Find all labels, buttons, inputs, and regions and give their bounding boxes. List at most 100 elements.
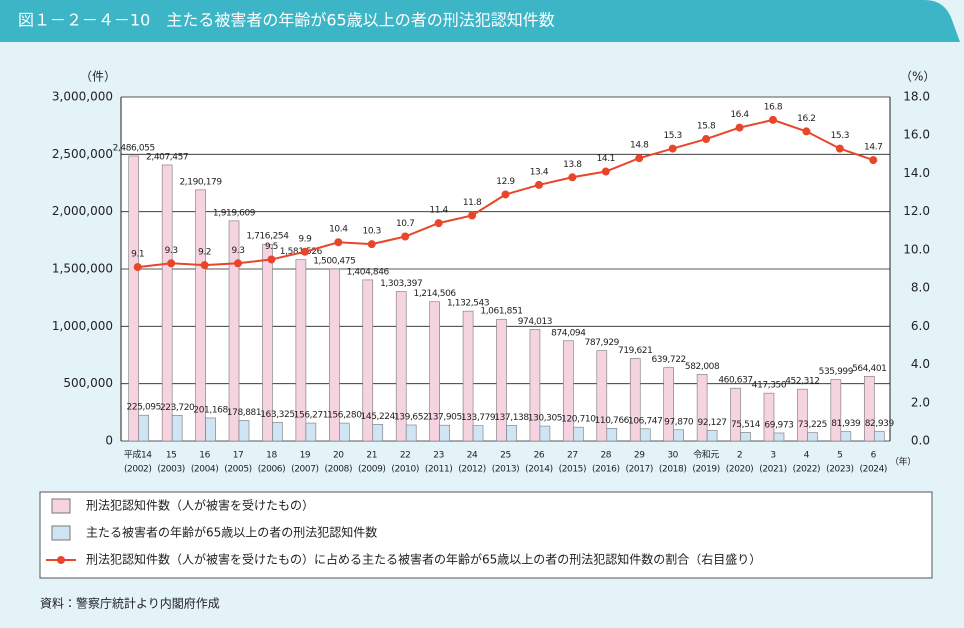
line-value-label: 9.5: [265, 242, 278, 252]
bar-value-label: 139,652: [394, 412, 428, 422]
bar-value-label: 225,095: [127, 403, 161, 413]
y2-unit: （%）: [900, 70, 935, 84]
bar-value-label: 2,486,055: [113, 143, 155, 153]
line-value-label: 9.2: [198, 248, 211, 258]
line-value-label: 13.4: [530, 167, 549, 177]
bar: [395, 291, 407, 442]
bar-value-label: 223,720: [160, 403, 195, 413]
bar: [639, 428, 651, 442]
x-tick-year: (2022): [793, 465, 821, 475]
legend-label: 刑法犯認知件数（人が被害を受けたもの）に占める主たる被害者の年齢が65歳以上の者…: [86, 552, 761, 567]
line-value-label: 10.7: [396, 219, 414, 229]
bar: [706, 430, 718, 442]
line-point: [234, 259, 243, 268]
line-point: [869, 156, 878, 165]
y2-tick-label: 8.0: [911, 281, 930, 295]
bar: [830, 379, 842, 442]
x-tick-label: 24: [467, 451, 478, 461]
bar-value-label: 2,190,179: [179, 177, 222, 187]
x-tick-label: 3: [770, 451, 775, 461]
bar: [696, 373, 708, 442]
bar: [863, 375, 875, 442]
x-tick-year: (2020): [726, 465, 754, 475]
y-tick-label: 500,000: [63, 376, 113, 390]
bar-value-label: 1,303,397: [380, 279, 422, 289]
line-point: [434, 219, 443, 228]
bar: [138, 414, 150, 442]
line-value-label: 16.2: [797, 114, 815, 124]
y-tick-label: 2,500,000: [52, 147, 113, 161]
bar-value-label: 178,881: [227, 408, 261, 418]
x-tick-year: (2021): [759, 465, 787, 475]
line-point: [501, 190, 510, 199]
legend-label: 刑法犯認知件数（人が被害を受けたもの）: [86, 498, 314, 513]
bar-value-label: 106,747: [628, 416, 662, 426]
legend-swatch: [51, 525, 71, 541]
bar-value-label: 452,312: [785, 377, 819, 387]
bar: [295, 259, 307, 442]
bar-value-label: 92,127: [698, 418, 727, 428]
bar: [228, 220, 240, 442]
bar-value-label: 156,280: [327, 411, 362, 421]
y-tick-label: 1,000,000: [52, 319, 113, 333]
line-point: [768, 115, 777, 124]
bar: [462, 310, 474, 442]
x-tick-label: 令和元: [693, 449, 719, 461]
x-tick-label: 29: [634, 451, 645, 461]
legend-swatch: [51, 498, 71, 514]
bar-value-label: 201,168: [193, 405, 228, 415]
line-value-label: 9.9: [298, 234, 312, 244]
bar: [171, 415, 183, 442]
line-value-label: 9.3: [165, 246, 178, 256]
bar: [730, 387, 741, 442]
bar: [573, 426, 584, 442]
x-tick-label: 28: [600, 451, 611, 461]
bar-value-label: 110,766: [595, 416, 630, 426]
bar-value-label: 75,514: [731, 420, 761, 430]
line-point: [300, 247, 309, 256]
bar: [238, 420, 250, 442]
line-point: [735, 123, 744, 132]
chart-title: 図１－２－４－10 主たる被害者の年齢が65歳以上の者の刑法犯認知件数: [18, 11, 555, 30]
x-tick-year: (2024): [860, 465, 888, 475]
x-unit: （年）: [890, 456, 916, 468]
legend-swatch-dot: [57, 556, 65, 564]
bar-value-label: 156,271: [294, 411, 328, 421]
x-tick-label: 6: [871, 451, 877, 461]
line-value-label: 15.3: [831, 131, 849, 141]
bar-value-label: 1,716,254: [246, 232, 289, 242]
bar: [339, 422, 350, 442]
line-point: [534, 180, 543, 189]
line-point: [568, 173, 577, 182]
line-point: [167, 259, 176, 268]
bar: [506, 424, 517, 442]
bar: [539, 425, 551, 442]
bar-value-label: 974,013: [518, 317, 552, 327]
line-point: [635, 154, 644, 163]
bar: [372, 424, 384, 442]
bar: [529, 329, 541, 442]
x-tick-label: 20: [333, 451, 344, 461]
x-tick-year: (2003): [157, 465, 185, 475]
bar-value-label: 120,710: [561, 415, 596, 425]
x-tick-label: 2: [737, 451, 742, 461]
line-point: [702, 135, 711, 144]
x-tick-label: 22: [400, 451, 411, 461]
bar: [305, 422, 317, 442]
line-point: [200, 261, 209, 270]
line-value-label: 9.1: [131, 250, 144, 260]
x-tick-label: 27: [567, 451, 578, 461]
bar-value-label: 145,224: [361, 412, 396, 422]
bar-value-label: 1,132,543: [447, 299, 489, 309]
bar: [405, 424, 417, 442]
bar-value-label: 2,407,457: [146, 152, 188, 162]
bar-value-label: 582,008: [685, 362, 720, 372]
line-value-label: 16.4: [730, 110, 749, 120]
y2-tick-label: 14.0: [903, 166, 930, 180]
x-tick-label: 15: [166, 451, 177, 461]
y-tick-label: 3,000,000: [52, 90, 113, 104]
bar: [763, 392, 775, 442]
x-tick-year: (2017): [625, 465, 653, 475]
x-tick-label: 平成14: [124, 449, 153, 461]
x-tick-label: 21: [366, 451, 377, 461]
